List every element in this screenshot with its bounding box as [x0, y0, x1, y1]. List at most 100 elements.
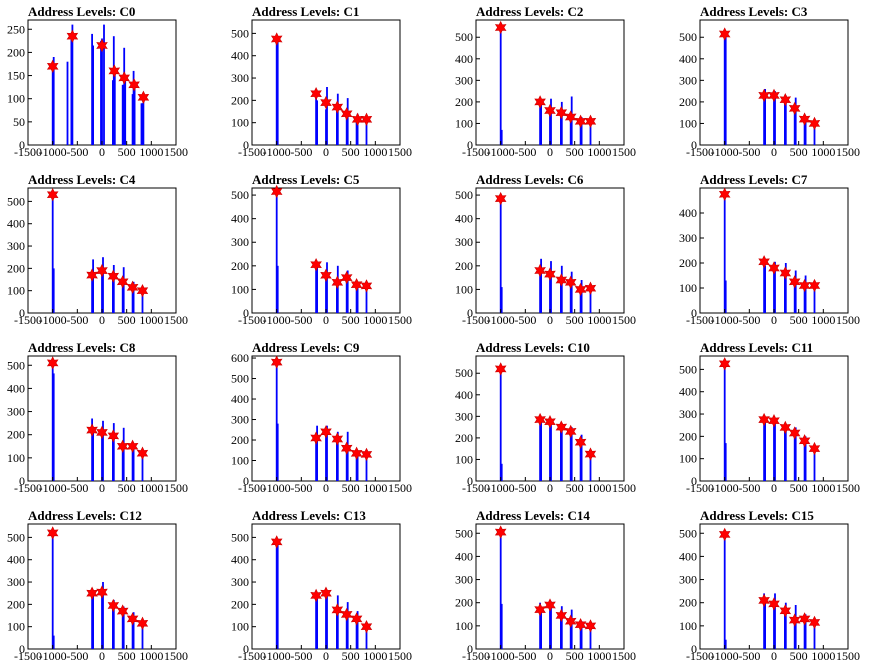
peak-marker: [126, 439, 139, 453]
x-tick-label: 0: [771, 481, 777, 495]
y-tick-label: 0: [691, 306, 697, 320]
y-tick-label: 300: [231, 575, 249, 589]
histogram-bar: [589, 121, 592, 145]
peak-marker: [555, 420, 568, 434]
histogram-bar: [316, 100, 318, 145]
peak-marker: [116, 439, 129, 453]
histogram-bar: [784, 95, 787, 145]
peak-marker: [118, 71, 130, 85]
y-tick-label: 200: [231, 93, 249, 107]
histogram-bar: [52, 57, 55, 145]
histogram-bar: [325, 431, 327, 481]
histogram-bar: [569, 282, 572, 313]
x-tick-label: 500: [790, 481, 808, 495]
peak-marker: [66, 29, 79, 43]
histogram-bar: [560, 265, 563, 313]
histogram-bar: [346, 98, 349, 145]
y-tick-label: 100: [455, 116, 473, 130]
x-tick-label: 0: [323, 649, 329, 663]
histogram-bar: [774, 261, 776, 314]
panel-0: Address Levels: C0 0 50 100 150 200 250 -1500-1…: [7, 4, 188, 159]
histogram-bar: [316, 598, 318, 649]
peak-marker: [798, 112, 811, 126]
histogram-bar: [122, 606, 125, 649]
histogram-bar: [140, 103, 143, 145]
y-tick-label: 400: [455, 212, 473, 226]
peak-marker: [494, 191, 507, 206]
y-tick-label: 200: [455, 95, 473, 109]
histogram-bar: [132, 70, 135, 145]
histogram-bar: [365, 454, 368, 481]
panel-title: Address Levels: C11: [700, 340, 813, 355]
histogram-bar: [51, 66, 54, 145]
histogram-bar: [346, 431, 349, 481]
x-tick-label: -1000: [711, 313, 739, 327]
histogram-bar: [570, 427, 573, 481]
x-tick-label: -1000: [263, 481, 291, 495]
peak-marker: [310, 258, 322, 272]
y-tick-label: 200: [455, 431, 473, 445]
peak-marker: [351, 112, 364, 126]
y-tick-label: 300: [679, 73, 697, 87]
y-tick-label: 300: [679, 407, 697, 421]
y-tick-label: 300: [7, 575, 25, 589]
x-tick-label: 0: [547, 649, 553, 663]
y-tick-label: 300: [7, 405, 25, 419]
histogram-bar: [345, 116, 348, 145]
panel-15: Address Levels: C15 0 100 200 300 400 500 -1500…: [679, 508, 860, 663]
histogram-bar: [141, 290, 144, 313]
x-tick-label: 0: [771, 313, 777, 327]
y-tick-label: 400: [679, 385, 697, 399]
y-tick-label: 50: [13, 115, 25, 129]
x-tick-label: 500: [566, 481, 584, 495]
y-tick-label: 0: [19, 138, 25, 152]
x-tick-label: -500: [514, 481, 536, 495]
y-tick-label: 200: [231, 259, 249, 273]
panel-2: Address Levels: C20100200300400500-1500-…: [455, 4, 636, 159]
histogram-bar: [141, 453, 144, 481]
panel-12: Address Levels: C12 0 100 200 300 400 500 -1500…: [7, 508, 188, 663]
y-tick-label: 100: [231, 454, 249, 468]
peak-marker: [718, 187, 731, 201]
x-tick-label: -1500: [462, 481, 490, 495]
peak-marker: [107, 429, 120, 443]
y-tick-label: 200: [679, 429, 697, 443]
x-tick-label: 0: [99, 145, 105, 159]
x-tick-label: 0: [99, 481, 105, 495]
x-tick-label: 1000: [811, 145, 835, 159]
peak-marker: [544, 267, 556, 281]
histogram-bar: [539, 99, 541, 145]
histogram-bar: [804, 436, 807, 481]
peak-marker: [584, 447, 597, 461]
histogram-bar: [569, 117, 572, 145]
histogram-bar: [550, 98, 552, 145]
x-tick-label: 1500: [388, 145, 412, 159]
panel-title: Address Levels: C7: [700, 172, 808, 187]
x-tick-label: 1000: [139, 313, 163, 327]
peak-marker: [46, 526, 59, 540]
histogram-bar: [764, 265, 766, 313]
histogram-bar: [724, 280, 727, 313]
histogram-bar: [122, 427, 125, 481]
peak-marker: [768, 88, 780, 103]
x-tick-label: -500: [66, 145, 88, 159]
panel-title: Address Levels: C14: [476, 508, 590, 523]
peak-marker: [808, 615, 821, 630]
peak-marker: [320, 425, 332, 439]
y-tick-label: 200: [231, 597, 249, 611]
x-tick-label: 0: [547, 313, 553, 327]
x-tick-label: 500: [118, 313, 136, 327]
peak-marker: [534, 602, 546, 617]
x-tick-label: -1500: [238, 649, 266, 663]
histogram-bar: [784, 425, 787, 481]
peak-marker: [788, 101, 801, 116]
peak-marker: [584, 114, 597, 128]
histogram-bar: [773, 603, 775, 649]
x-tick-label: 1000: [139, 481, 163, 495]
peak-marker: [779, 266, 792, 280]
histogram-bar: [113, 68, 116, 145]
x-tick-label: 1000: [363, 481, 387, 495]
x-tick-label: -1500: [686, 145, 714, 159]
histogram-bar: [336, 595, 339, 649]
peak-marker: [758, 412, 770, 427]
